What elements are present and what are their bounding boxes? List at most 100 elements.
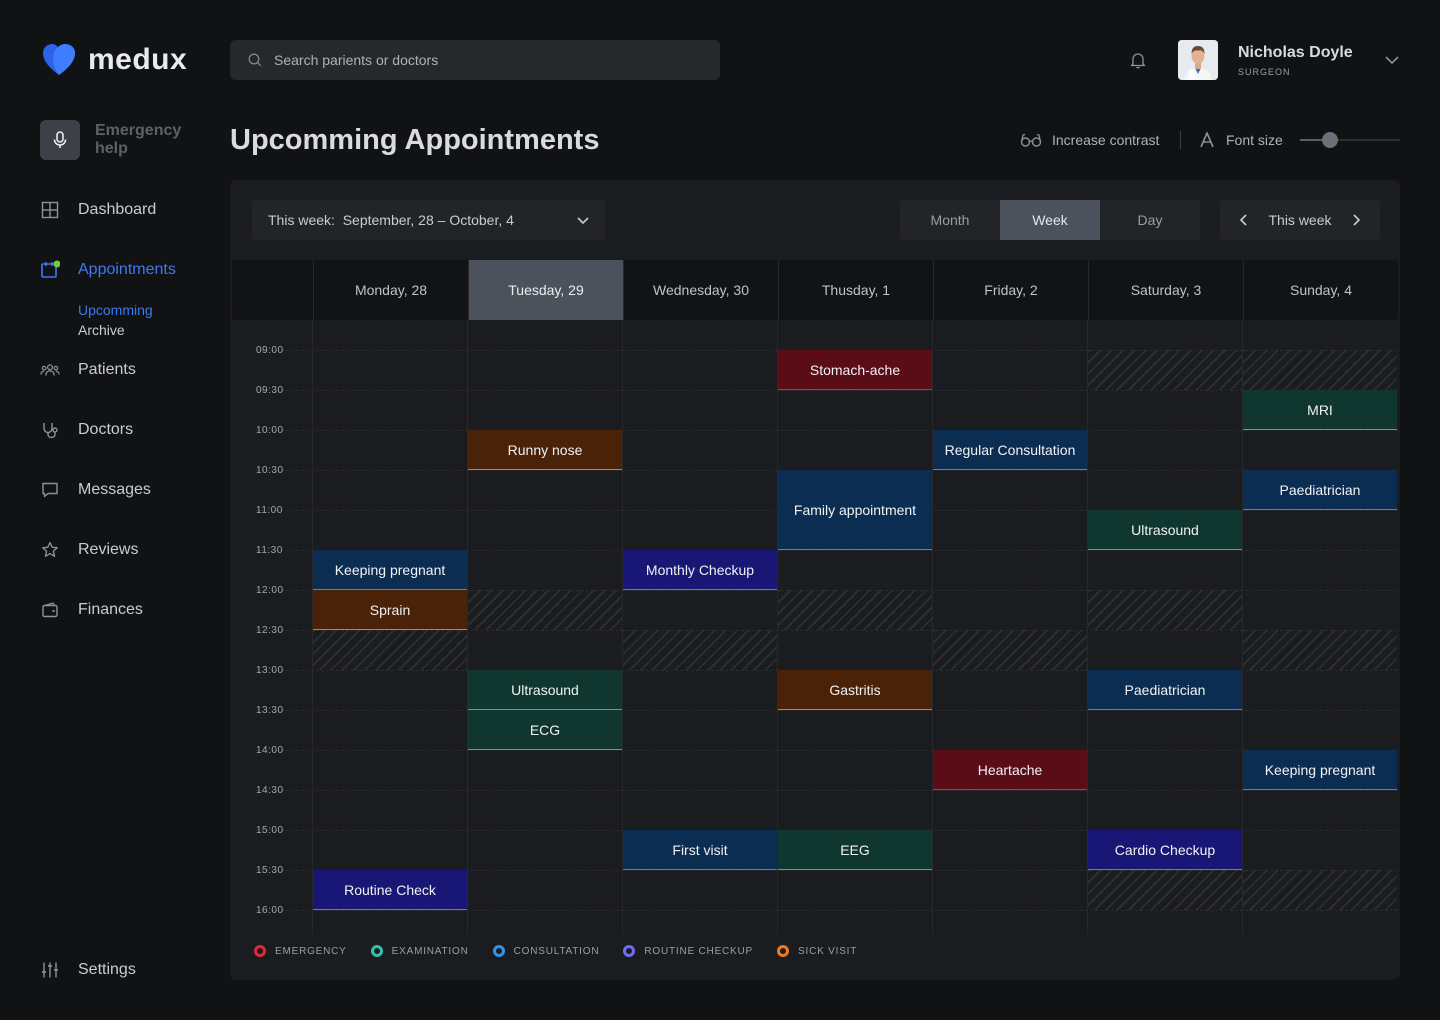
dashboard-icon xyxy=(40,200,60,220)
time-gridline xyxy=(256,790,1398,791)
user-avatar[interactable] xyxy=(1178,40,1218,80)
calendar-panel: This week: September, 28 – October, 4 Mo… xyxy=(230,180,1400,980)
appointment-sick[interactable]: Gastritis xyxy=(778,670,932,710)
time-label: 12:30 xyxy=(256,625,284,636)
glasses-icon xyxy=(1020,133,1042,147)
day-header[interactable]: Sunday, 4 xyxy=(1243,260,1398,320)
time-label: 11:00 xyxy=(256,505,283,516)
appointment-examination[interactable]: EEG xyxy=(778,830,932,870)
logo[interactable]: medux xyxy=(40,40,187,80)
day-header[interactable]: Saturday, 3 xyxy=(1088,260,1243,320)
calendar-legend: EMERGENCY EXAMINATION CONSULTATION ROUTINE … xyxy=(254,944,881,958)
time-gridline xyxy=(256,910,1398,911)
font-size-control: Font size xyxy=(1200,130,1283,150)
sidebar-item-patients[interactable]: Patients xyxy=(40,350,210,390)
patients-icon xyxy=(40,360,60,380)
appointment-consultation[interactable]: Paediatrician xyxy=(1088,670,1242,710)
appointment-sick[interactable]: Sprain xyxy=(313,590,467,630)
subnav-archive[interactable]: Archive xyxy=(78,322,125,338)
increase-contrast-label: Increase contrast xyxy=(1052,132,1160,148)
appointment-consultation[interactable]: Regular Consultation xyxy=(933,430,1087,470)
time-label: 15:30 xyxy=(256,865,284,876)
appointment-emergency[interactable]: Heartache xyxy=(933,750,1087,790)
legend-dot xyxy=(254,945,266,957)
appointment-consultation[interactable]: Keeping pregnant xyxy=(313,550,467,590)
font-size-icon xyxy=(1200,132,1214,148)
day-header[interactable]: Thusday, 1 xyxy=(778,260,933,320)
week-range-select[interactable]: This week: September, 28 – October, 4 xyxy=(252,200,605,240)
appointment-emergency[interactable]: Stomach-ache xyxy=(778,350,932,390)
sidebar-item-reviews[interactable]: Reviews xyxy=(40,530,210,570)
font-size-slider[interactable] xyxy=(1300,132,1400,148)
time-label: 09:30 xyxy=(256,385,284,396)
page-title: Upcomming Appointments xyxy=(230,124,600,156)
appointment-routine[interactable]: Routine Check xyxy=(313,870,467,910)
legend-item-examination: EXAMINATION xyxy=(370,945,469,957)
appointment-examination[interactable]: Ultrasound xyxy=(1088,510,1242,550)
unavailable-slot xyxy=(468,590,622,630)
week-range-value: This week: September, 28 – October, 4 xyxy=(268,212,514,228)
legend-dot xyxy=(623,945,636,957)
appointment-examination[interactable]: ECG xyxy=(468,710,622,750)
increase-contrast-toggle[interactable]: Increase contrast xyxy=(1020,130,1159,150)
unavailable-slot xyxy=(933,630,1087,670)
time-gridline xyxy=(256,750,1398,751)
appointment-routine[interactable]: Monthly Checkup xyxy=(623,550,777,590)
day-header[interactable]: Friday, 2 xyxy=(933,260,1088,320)
time-label: 14:00 xyxy=(256,745,284,756)
sidebar-item-appointments[interactable]: Appointments xyxy=(40,250,210,290)
day-header[interactable]: Monday, 28 xyxy=(313,260,468,320)
view-week-button[interactable]: Week xyxy=(1000,200,1100,240)
unavailable-slot xyxy=(1243,870,1397,910)
sidebar-item-settings[interactable]: Settings xyxy=(40,950,210,990)
time-label: 13:30 xyxy=(256,705,284,716)
appointment-examination[interactable]: MRI xyxy=(1243,390,1397,430)
view-day-button[interactable]: Day xyxy=(1137,212,1163,228)
search-input[interactable] xyxy=(274,52,674,68)
user-name: Nicholas Doyle xyxy=(1238,44,1353,61)
emergency-label: Emergency help xyxy=(95,122,182,157)
heart-logo-icon xyxy=(40,41,78,79)
microphone-icon xyxy=(53,131,67,148)
appointment-sick[interactable]: Runny nose xyxy=(468,430,622,470)
user-role: SURGEON xyxy=(1238,67,1291,77)
sidebar-item-dashboard[interactable]: Dashboard xyxy=(40,190,210,230)
stethoscope-icon xyxy=(40,420,60,440)
unavailable-slot xyxy=(1088,350,1242,390)
search-bar[interactable] xyxy=(230,40,720,80)
appointment-consultation[interactable]: Keeping pregnant xyxy=(1243,750,1397,790)
appointment-consultation[interactable]: First visit xyxy=(623,830,777,870)
day-column-divider xyxy=(777,320,778,935)
message-icon xyxy=(40,480,60,500)
time-gridline xyxy=(256,550,1398,551)
time-label: 16:00 xyxy=(256,905,284,916)
day-column-divider xyxy=(622,320,623,935)
legend-item-sick: SICK VISIT xyxy=(777,945,857,957)
view-toggle: Month Week Day xyxy=(900,200,1200,240)
day-header[interactable]: Tuesday, 29 xyxy=(468,260,623,320)
appointment-consultation[interactable]: Paediatrician xyxy=(1243,470,1397,510)
subnav-upcomming[interactable]: Upcomming xyxy=(78,302,153,318)
time-label: 15:00 xyxy=(256,825,284,836)
font-size-slider-handle[interactable] xyxy=(1322,132,1338,148)
emergency-help[interactable]: Emergency help xyxy=(40,120,195,160)
time-label: 10:00 xyxy=(256,425,284,436)
appointment-routine[interactable]: Cardio Checkup xyxy=(1088,830,1242,870)
appointment-examination[interactable]: Ultrasound xyxy=(468,670,622,710)
time-label: 14:30 xyxy=(256,785,284,796)
emergency-button[interactable] xyxy=(40,120,80,160)
day-header[interactable]: Wednesday, 30 xyxy=(623,260,778,320)
sidebar-item-messages[interactable]: Messages xyxy=(40,470,210,510)
sidebar-item-label: Patients xyxy=(78,361,136,378)
sidebar-item-doctors[interactable]: Doctors xyxy=(40,410,210,450)
chevron-left-icon[interactable] xyxy=(1236,212,1252,228)
calendar-grid: 09:00 09:30 10:00 10:30 11:00 11:30 12:00 12:30… xyxy=(230,320,1400,940)
search-icon xyxy=(248,53,262,67)
user-menu-chevron-down-icon[interactable] xyxy=(1384,52,1400,68)
view-month-button[interactable]: Month xyxy=(930,212,970,228)
sidebar-item-finances[interactable]: Finances xyxy=(40,590,210,630)
time-gridline xyxy=(256,630,1398,631)
chevron-right-icon[interactable] xyxy=(1348,212,1364,228)
notifications-bell-icon[interactable] xyxy=(1128,50,1148,70)
appointment-consultation[interactable]: Family appointment xyxy=(778,470,932,550)
